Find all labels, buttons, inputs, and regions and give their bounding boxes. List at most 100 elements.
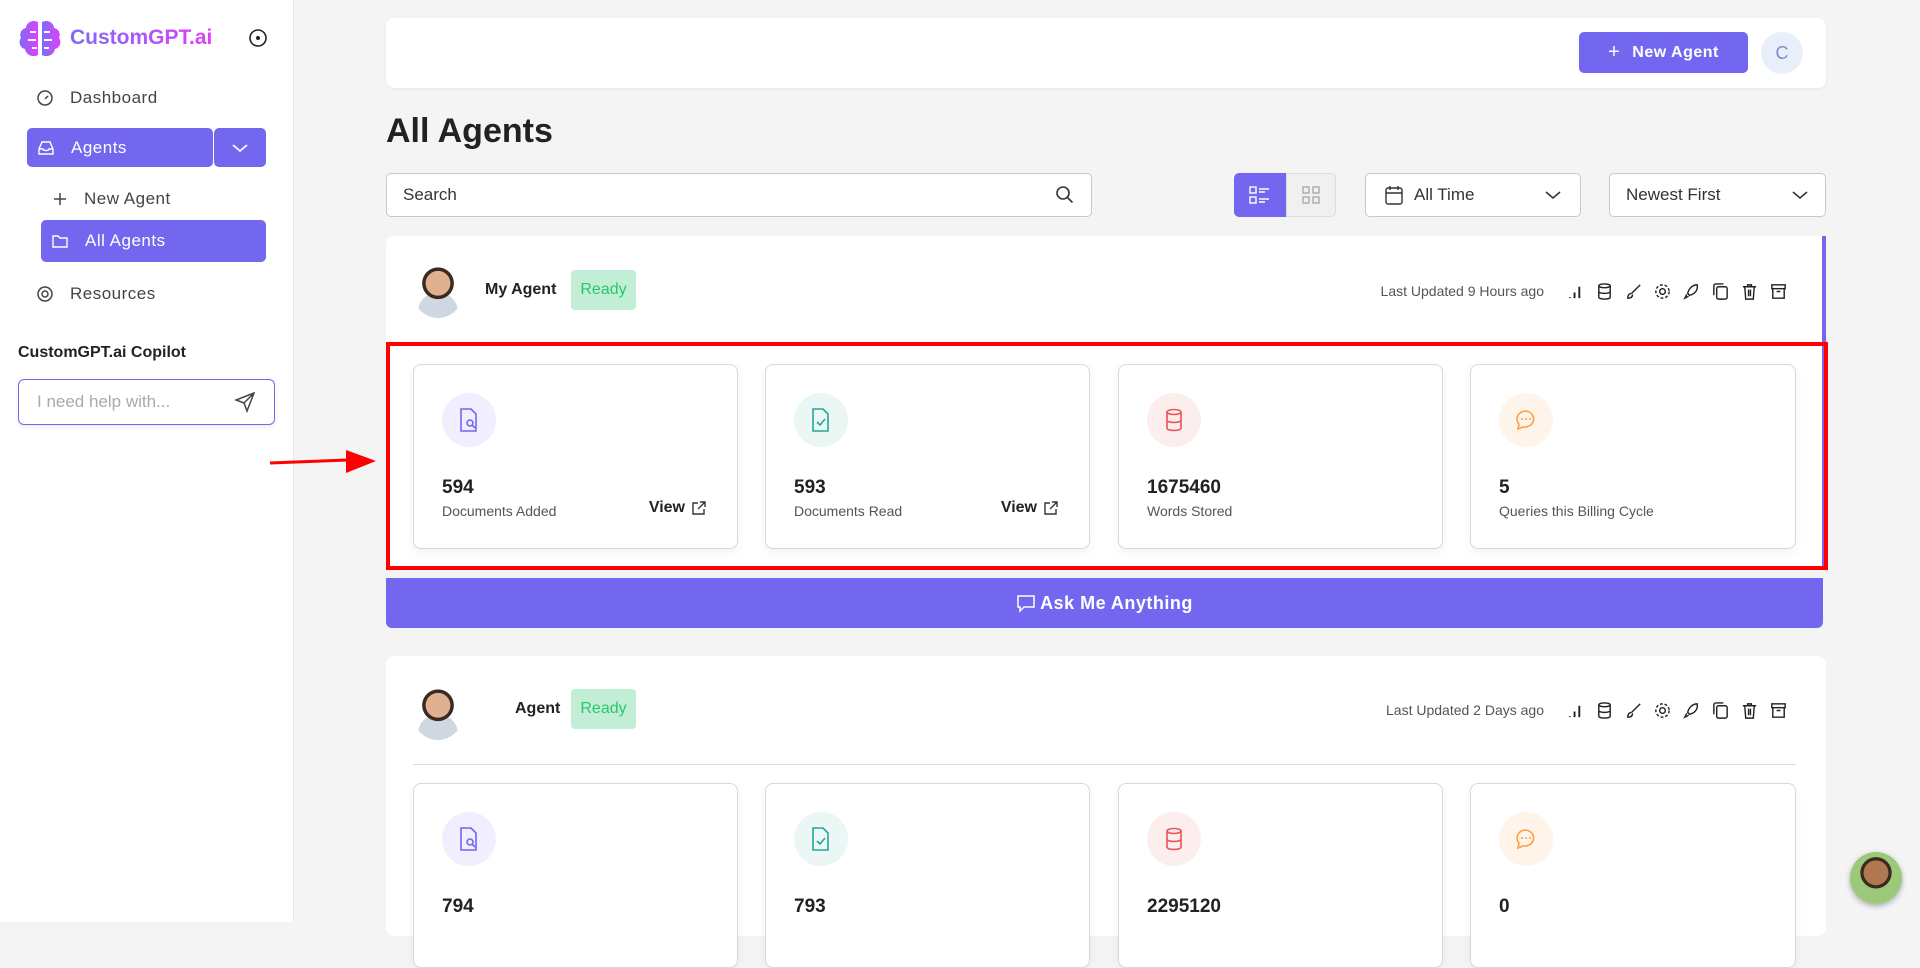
new-agent-button[interactable]: + New Agent: [1579, 32, 1748, 73]
sidebar-item-dashboard[interactable]: Dashboard: [36, 86, 158, 110]
stat-card-documents-added: 594 Documents Added View: [413, 364, 738, 549]
sidebar-item-label: Dashboard: [70, 88, 158, 107]
copy-icon[interactable]: [1711, 282, 1730, 301]
search-input[interactable]: Search: [386, 173, 1092, 217]
brain-logo-icon: [19, 20, 61, 57]
chevron-down-icon: [1545, 191, 1561, 200]
agent-name[interactable]: Agent: [515, 700, 561, 717]
sidebar-item-label: Agents: [71, 137, 127, 157]
folder-icon: [52, 235, 68, 248]
agent-avatar: [412, 262, 464, 318]
chevron-down-icon: [1792, 191, 1808, 200]
stat-value: 0: [1499, 896, 1510, 917]
search-icon: [1056, 186, 1074, 204]
status-badge: Ready: [571, 270, 636, 310]
analytics-icon[interactable]: [1566, 282, 1585, 301]
chat-bubble-icon: [1499, 812, 1553, 866]
sidebar-item-label: All Agents: [85, 231, 166, 250]
stat-value: 794: [442, 896, 474, 917]
agent-avatar: [412, 684, 464, 740]
chat-icon: [1017, 595, 1035, 613]
sidebar-item-label: Resources: [70, 284, 156, 303]
analytics-icon[interactable]: [1566, 701, 1585, 720]
copilot-input[interactable]: I need help with...: [18, 379, 275, 425]
stat-value: 793: [794, 896, 826, 917]
plus-icon: +: [1608, 41, 1621, 63]
copy-icon[interactable]: [1711, 701, 1730, 720]
stat-card-queries: 0: [1470, 783, 1796, 968]
database-icon: [1147, 812, 1201, 866]
brush-icon[interactable]: [1624, 701, 1643, 720]
stat-card-words-stored: 1675460 Words Stored: [1118, 364, 1443, 549]
agent-actions: [1566, 282, 1788, 301]
sidebar-item-resources[interactable]: Resources: [36, 282, 156, 306]
external-link-icon: [692, 501, 706, 515]
copilot-title: CustomGPT.ai Copilot: [18, 344, 186, 361]
gear-icon[interactable]: [1653, 701, 1672, 720]
ask-label: Ask Me Anything: [1040, 592, 1193, 613]
user-avatar[interactable]: C: [1761, 32, 1803, 74]
send-icon[interactable]: [234, 391, 256, 413]
document-check-icon: [794, 812, 848, 866]
grid-view-icon: [1302, 186, 1320, 204]
agents-expand-button[interactable]: [214, 128, 266, 167]
ask-me-anything-button[interactable]: Ask Me Anything: [386, 578, 1823, 628]
page-title: All Agents: [386, 112, 553, 150]
sort-select[interactable]: Newest First: [1609, 173, 1826, 217]
search-placeholder: Search: [403, 185, 457, 204]
stat-label: Documents Read: [794, 503, 903, 519]
last-updated: Last Updated 2 Days ago: [1386, 702, 1544, 718]
divider: [413, 764, 1796, 765]
stat-label: Queries this Billing Cycle: [1499, 503, 1654, 519]
date-filter-value: All Time: [1414, 185, 1475, 204]
inbox-icon: [38, 140, 54, 155]
rocket-icon[interactable]: [1682, 701, 1701, 720]
stat-label: Words Stored: [1147, 503, 1233, 519]
brand-name: CustomGPT.ai: [70, 26, 213, 49]
view-documents-read-link[interactable]: View: [1001, 499, 1059, 517]
lifebuoy-icon: [37, 286, 53, 302]
stat-card-documents-read: 793: [765, 783, 1090, 968]
grid-view-toggle[interactable]: [1286, 173, 1336, 217]
brush-icon[interactable]: [1624, 282, 1643, 301]
sidebar-item-new-agent[interactable]: New Agent: [52, 187, 171, 211]
archive-icon[interactable]: [1769, 701, 1788, 720]
document-search-icon: [442, 393, 496, 447]
date-filter-select[interactable]: All Time: [1365, 173, 1581, 217]
stat-card-documents-read: 593 Documents Read View: [765, 364, 1090, 549]
stat-card-documents-added: 794: [413, 783, 738, 968]
sidebar: CustomGPT.ai Dashboard Agents New Agent …: [0, 0, 294, 922]
view-documents-added-link[interactable]: View: [649, 499, 707, 517]
stat-value: 594: [442, 477, 474, 498]
stat-value: 593: [794, 477, 826, 498]
database-icon[interactable]: [1595, 282, 1614, 301]
archive-icon[interactable]: [1769, 282, 1788, 301]
list-view-toggle[interactable]: [1234, 173, 1286, 217]
stat-value: 1675460: [1147, 477, 1221, 498]
rocket-icon[interactable]: [1682, 282, 1701, 301]
document-search-icon: [442, 812, 496, 866]
collapse-sidebar-icon[interactable]: [248, 28, 268, 48]
status-badge: Ready: [571, 689, 636, 729]
trash-icon[interactable]: [1740, 701, 1759, 720]
gear-icon[interactable]: [1653, 282, 1672, 301]
external-link-icon: [1044, 501, 1058, 515]
new-agent-label: New Agent: [1632, 43, 1719, 61]
stat-value: 5: [1499, 477, 1510, 498]
stat-label: Documents Added: [442, 503, 557, 519]
gauge-icon: [37, 90, 53, 106]
arrow-annotation-icon: [269, 450, 376, 473]
copilot-placeholder: I need help with...: [37, 392, 171, 411]
trash-icon[interactable]: [1740, 282, 1759, 301]
agent-actions: [1566, 701, 1788, 720]
document-check-icon: [794, 393, 848, 447]
database-icon[interactable]: [1595, 701, 1614, 720]
view-label: View: [1000, 499, 1037, 516]
sidebar-item-agents[interactable]: Agents: [27, 128, 213, 167]
plus-icon: [54, 193, 66, 205]
agent-name[interactable]: My Agent: [485, 281, 557, 298]
chevron-down-icon: [232, 143, 248, 152]
last-updated: Last Updated 9 Hours ago: [1380, 283, 1544, 299]
sidebar-item-all-agents[interactable]: All Agents: [41, 220, 266, 262]
support-chat-avatar[interactable]: [1850, 852, 1902, 904]
